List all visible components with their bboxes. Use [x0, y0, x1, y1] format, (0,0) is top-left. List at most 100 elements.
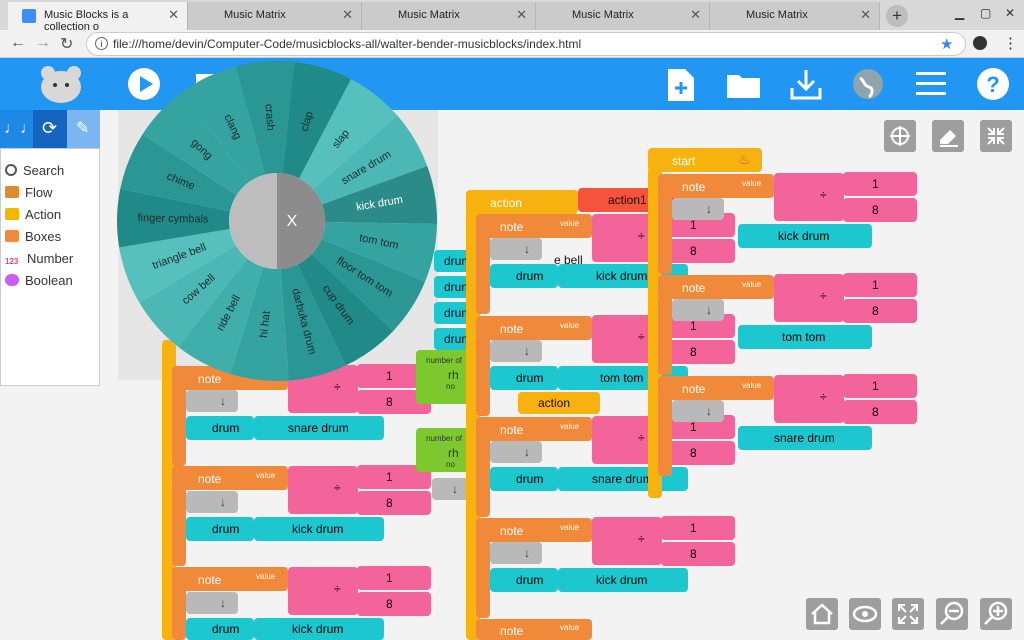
zoom-in-icon	[984, 601, 1008, 625]
window-close-icon[interactable]: ✕	[1005, 6, 1016, 20]
grid-toggle-button[interactable]	[884, 120, 916, 152]
art-palette-tab[interactable]: ✎	[67, 110, 100, 148]
rhythm-block[interactable]	[416, 428, 470, 472]
account-icon[interactable]	[973, 36, 987, 50]
pie-segment-floor-tom-tom[interactable]	[311, 239, 426, 331]
close-icon[interactable]: ✕	[860, 7, 871, 22]
pie-segment-snare-drum[interactable]	[313, 115, 428, 205]
start-block[interactable]	[648, 148, 762, 172]
collapse-icon	[987, 127, 1005, 145]
grid-icon	[890, 126, 910, 146]
pie-segment-hi-hat[interactable]	[230, 266, 289, 381]
help-icon[interactable]: ?	[976, 67, 1010, 101]
pie-segment-cow-bell[interactable]	[139, 245, 248, 347]
boolean-icon	[5, 274, 19, 286]
rhythm-block[interactable]	[416, 350, 470, 404]
number-icon: 123	[5, 257, 19, 266]
svg-text:?: ?	[986, 72, 999, 97]
zoom-out-button[interactable]	[936, 598, 968, 630]
drum-block[interactable]	[434, 328, 474, 350]
forward-icon[interactable]: →	[35, 34, 51, 51]
down-block[interactable]	[432, 478, 470, 500]
browser-menu-icon[interactable]: ⋮	[1003, 35, 1018, 52]
maximize-icon[interactable]: ▢	[980, 6, 992, 20]
pie-segment-ride-bell[interactable]	[178, 258, 264, 375]
new-tab-button[interactable]: +	[886, 5, 908, 27]
pie-segment-cup-drum[interactable]	[297, 253, 394, 366]
tab-music-matrix-1[interactable]: Music Matrix ✕	[188, 2, 362, 30]
pen-icon: ✎	[76, 120, 90, 137]
url-field[interactable]: i file:///home/devin/Computer-Code/music…	[86, 32, 966, 56]
palette-item-number[interactable]: 123 Number	[5, 251, 74, 266]
zoom-in-button[interactable]	[980, 598, 1012, 630]
eraser-icon	[940, 130, 958, 147]
close-icon[interactable]: ✕	[342, 7, 353, 22]
minimize-icon[interactable]: ▁	[955, 6, 965, 20]
pie-segment-tom-tom[interactable]	[321, 221, 437, 282]
pie-segment-kick-drum[interactable]	[322, 165, 437, 224]
note-block[interactable]	[476, 619, 592, 640]
palette-item-boxes[interactable]: Boxes	[5, 229, 61, 247]
palette-list: Search Flow Action Boxes 123 Number Boole…	[0, 148, 100, 386]
tab-strip: Music Blocks is a collection o ✕ Music M…	[0, 0, 1024, 33]
zoom-out-icon	[940, 601, 964, 625]
folder-icon[interactable]	[727, 72, 760, 98]
info-icon[interactable]: i	[95, 37, 108, 50]
bookmark-star-icon[interactable]: ★	[940, 36, 954, 53]
pie-segment-clang[interactable]	[182, 66, 265, 183]
box-icon	[5, 230, 19, 242]
palette-item-flow[interactable]: Flow	[5, 185, 52, 203]
globe-icon[interactable]	[852, 68, 884, 100]
play-icon[interactable]	[128, 68, 160, 100]
pie-segment-slap[interactable]	[299, 79, 398, 190]
pie-close-button[interactable]: X	[287, 213, 298, 230]
tab-music-matrix-4[interactable]: Music Matrix ✕	[710, 2, 880, 30]
show-blocks-button[interactable]	[849, 598, 881, 630]
pie-label: hi hat	[258, 310, 273, 338]
tab-music-matrix-2[interactable]: Music Matrix ✕	[362, 2, 536, 30]
home-button[interactable]	[806, 598, 838, 630]
menu-icon[interactable]	[916, 72, 946, 96]
tab-music-matrix-3[interactable]: Music Matrix ✕	[536, 2, 710, 30]
refresh-icon: ⟳	[42, 118, 58, 138]
notes-icon: ♩♩	[4, 120, 36, 137]
mouse-logo-icon[interactable]	[38, 63, 84, 105]
pie-segment-clap[interactable]	[282, 61, 351, 179]
action-call-block[interactable]	[518, 392, 600, 414]
palette-item-boolean[interactable]: Boolean	[5, 273, 73, 291]
pie-segment-finger-cymbals[interactable]	[117, 188, 230, 248]
music-palette-tab[interactable]: ♩♩	[0, 110, 36, 148]
block-canvas[interactable]: note value ↓ ÷ 1 8 drum snare drum note …	[0, 110, 1024, 640]
palette-item-search[interactable]: Search	[5, 163, 64, 181]
flow-palette-tab[interactable]: ⟳	[33, 110, 67, 148]
address-bar: ← → ↻ i file:///home/devin/Computer-Code…	[0, 30, 1024, 58]
expand-icon	[898, 604, 918, 624]
pie-segment-gong[interactable]	[142, 91, 249, 195]
action-block[interactable]	[466, 190, 578, 214]
collapse-button[interactable]	[980, 120, 1012, 152]
close-icon[interactable]: ✕	[690, 7, 701, 22]
download-icon[interactable]	[790, 70, 822, 100]
fire-icon: ♨	[738, 151, 751, 167]
musicblocks-favicon	[22, 9, 36, 23]
pie-segment-crash[interactable]	[236, 61, 295, 175]
new-file-icon[interactable]	[668, 69, 694, 101]
drum-block[interactable]	[434, 302, 474, 324]
palette-item-action[interactable]: Action	[5, 207, 61, 225]
tab-music-blocks[interactable]: Music Blocks is a collection o ✕	[8, 2, 188, 33]
reload-icon[interactable]: ↻	[60, 36, 74, 53]
eye-icon	[852, 605, 878, 623]
close-icon[interactable]: ✕	[168, 7, 179, 22]
expand-button[interactable]	[892, 598, 924, 630]
pie-label: crash	[262, 103, 276, 131]
drum-block[interactable]	[434, 250, 474, 272]
close-icon[interactable]: ✕	[516, 7, 527, 22]
clear-button[interactable]	[932, 120, 964, 152]
back-icon[interactable]: ←	[10, 34, 26, 51]
pie-segment-triangle-bell[interactable]	[119, 228, 236, 303]
pie-segment-chime[interactable]	[120, 134, 237, 212]
pie-label: finger cymbals	[137, 212, 209, 225]
drum-block[interactable]	[434, 276, 474, 298]
pie-segment-darbuka-drum[interactable]	[280, 264, 346, 381]
